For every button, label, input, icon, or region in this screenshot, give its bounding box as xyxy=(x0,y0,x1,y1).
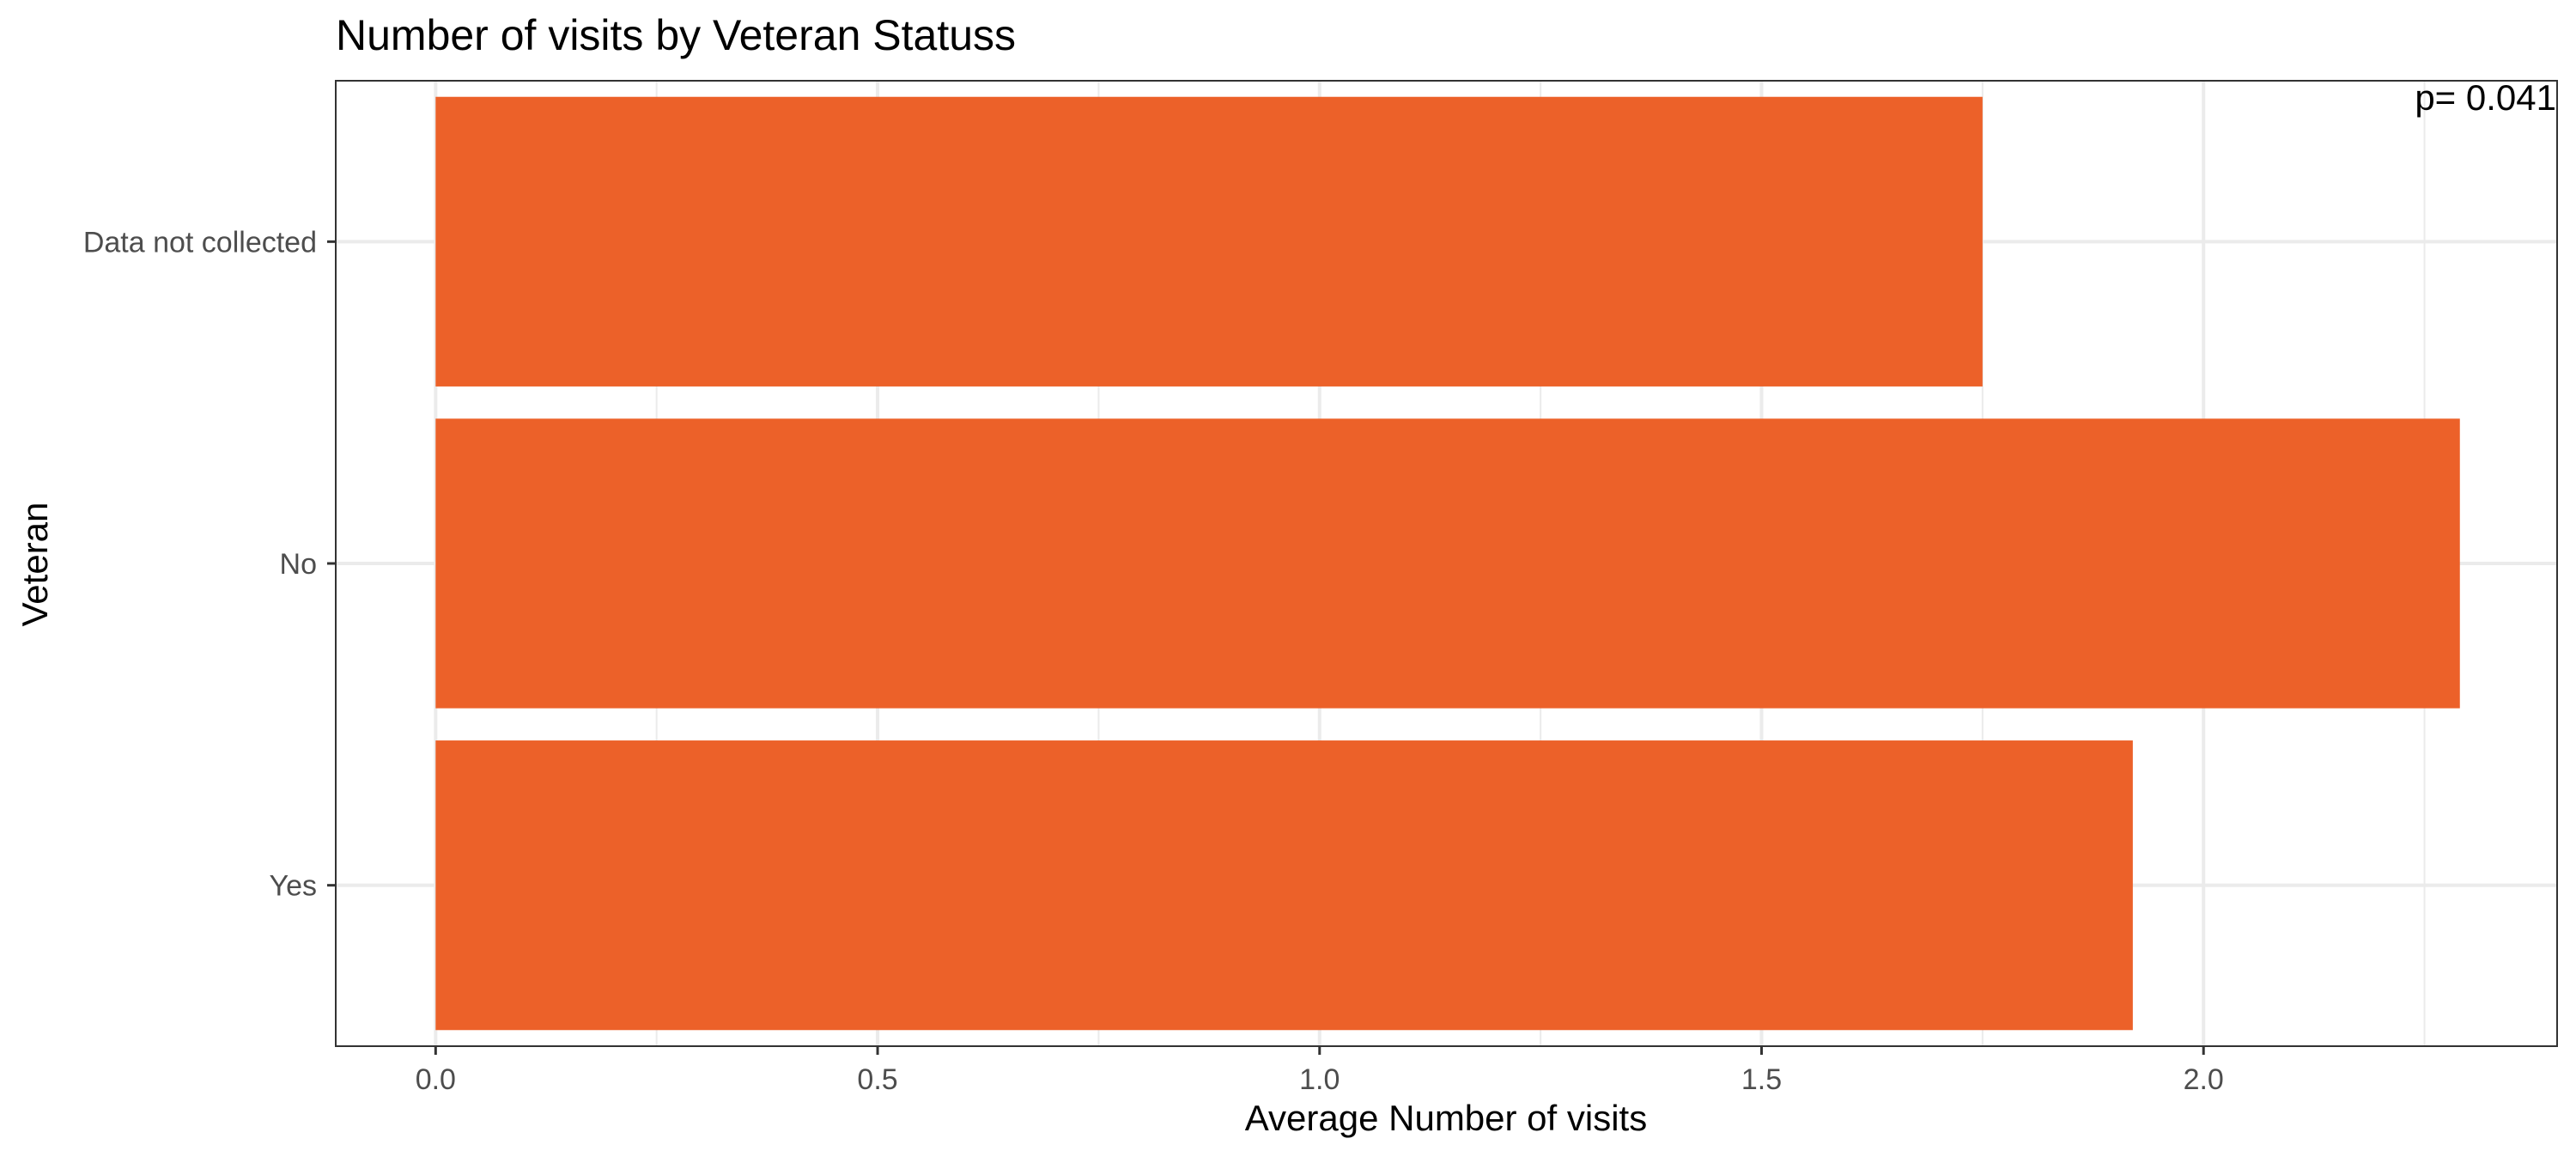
x-tick-label: 0.0 xyxy=(416,1063,456,1096)
p-value-annotation: p= 0.041 xyxy=(2415,77,2556,118)
bar-no xyxy=(435,418,2460,709)
x-tick-label: 1.5 xyxy=(1741,1063,1782,1096)
bar-data-not-collected xyxy=(435,96,1983,387)
chart-title: Number of visits by Veteran Statuss xyxy=(336,11,1016,59)
y-axis-title: Veteran xyxy=(15,502,55,627)
x-axis-title: Average Number of visits xyxy=(1245,1098,1647,1138)
bars xyxy=(435,96,2460,1031)
y-tick-label: Yes xyxy=(270,870,317,903)
y-tick-label: No xyxy=(280,548,317,581)
x-tick-label: 1.0 xyxy=(1299,1063,1340,1096)
y-tick-label: Data not collected xyxy=(83,226,317,259)
x-tick-label: 0.5 xyxy=(857,1063,897,1096)
bar-yes xyxy=(435,740,2133,1031)
x-tick-label: 2.0 xyxy=(2184,1063,2224,1096)
axes: 0.0 0.5 1.0 1.5 2.0 Yes No Data not collected xyxy=(83,226,2224,1096)
